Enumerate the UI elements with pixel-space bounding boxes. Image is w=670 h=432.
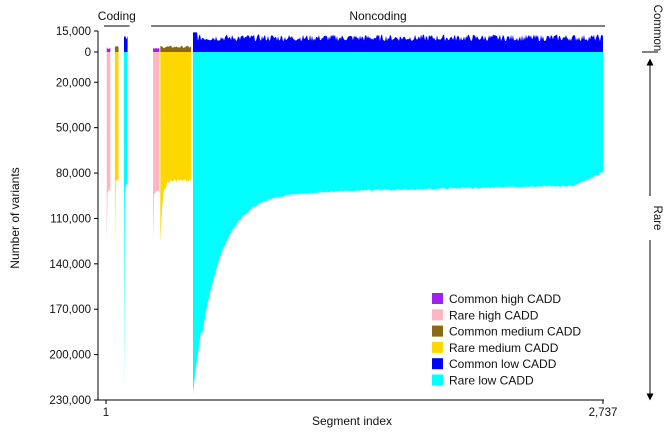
y-axis-label: Number of variants [8,167,22,268]
legend-swatch [432,374,443,386]
bar-band-common-low-cadd [193,32,603,52]
x-tick-label: 1 [103,407,109,419]
y-tick-label: 110,000 [50,213,91,225]
bar-band-common-low-cadd [123,35,128,52]
common-annotation: Common [651,5,663,52]
y-tick-label: 170,000 [49,304,91,316]
y-tick-label: 20,000 [56,77,91,89]
legend-swatch [432,309,443,321]
bar-band-rare-low-cadd [123,52,128,394]
legend-swatch [432,293,443,304]
legend-swatch [432,325,443,337]
y-tick-label: 0 [85,47,91,59]
group-label-coding: Coding [98,9,136,23]
legend: Common high CADD Rare high CADD Common med… [432,292,581,388]
bars-layer [106,32,603,394]
bar-band-common-medium-cadd [160,45,192,52]
legend-label: Rare high CADD [449,308,539,322]
legend-label: Rare low CADD [449,374,534,388]
legend-label: Common medium CADD [449,325,581,339]
bar-band-rare-low-cadd [193,52,603,394]
bar-band-rare-medium-cadd [114,52,119,245]
legend-swatch [432,358,443,370]
rare-annotation: Rare [651,206,663,231]
x-axis-label: Segment index [312,414,392,428]
legend-label: Rare medium CADD [449,341,559,355]
bar-band-rare-high-cadd [153,52,160,242]
bar-band-common-medium-cadd [114,45,119,52]
bar-band-rare-high-cadd [106,52,111,242]
y-tick-label: 140,000 [49,259,91,271]
legend-label: Common low CADD [449,357,557,371]
bar-band-common-high-cadd [106,46,111,52]
annotations: Coding Noncoding Common Rare [98,5,663,401]
bar-band-common-high-cadd [153,47,160,52]
y-tick-label: 50,000 [56,123,91,135]
legend-swatch [432,341,443,353]
bar-band-rare-medium-cadd [160,52,192,243]
x-tick-label: 2,737 [589,407,618,419]
y-tick-label: 200,000 [49,350,91,362]
y-tick-label: 230,000 [49,395,91,407]
group-label-noncoding: Noncoding [349,9,406,23]
y-tick-label: 80,000 [56,168,91,180]
y-tick-label: 15,000 [56,26,91,38]
legend-label: Common high CADD [449,292,561,306]
axes-layer: 15,000 0 20,000 50,000 80,000 110,000 140,000 1… [49,26,617,419]
